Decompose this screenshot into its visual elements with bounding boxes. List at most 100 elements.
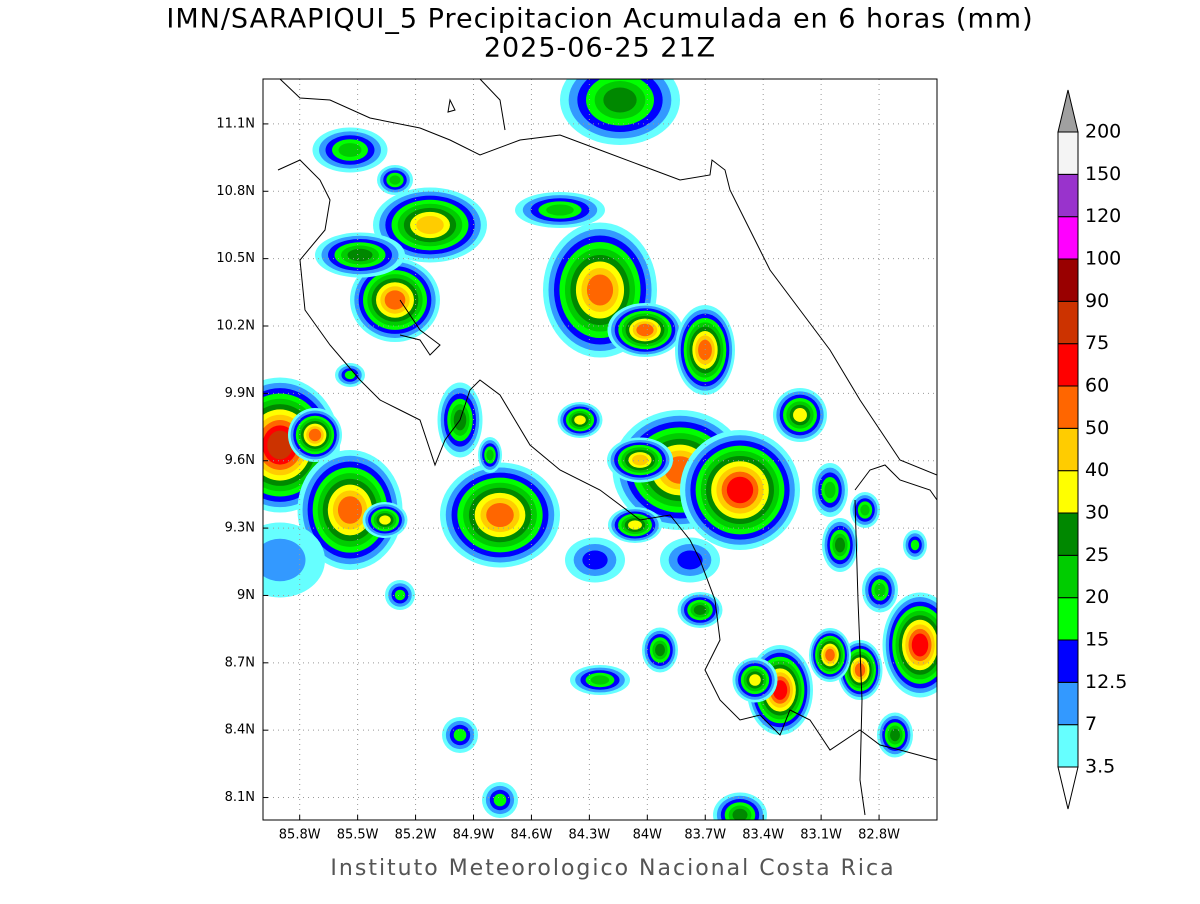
rain-contour <box>890 728 900 742</box>
y-tick-label: 9.3N <box>225 521 255 536</box>
colorbar-box <box>1057 385 1079 429</box>
colorbar-label: 20 <box>1085 586 1109 608</box>
colorbar-box <box>1057 427 1079 472</box>
precipitation-field <box>263 79 937 820</box>
colorbar: 3.5 7 12.5 15 20 25 30 40 50 60 75 90 100 120 150 200 <box>1057 89 1127 810</box>
x-tick-label: 85.2W <box>395 828 437 843</box>
rain-contour <box>632 454 648 466</box>
rain-contour <box>486 449 494 461</box>
rain-contour <box>726 476 754 504</box>
rain-contour <box>394 589 406 601</box>
island <box>447 98 456 113</box>
rain-contour <box>337 496 363 524</box>
colorbar-box <box>1057 300 1079 345</box>
rain-contour <box>453 728 467 742</box>
colorbar-label: 25 <box>1085 544 1109 566</box>
rain-contour <box>338 143 362 157</box>
x-tick-label: 84.3W <box>568 828 610 843</box>
pacific-coast <box>277 159 937 761</box>
colorbar-box <box>1057 470 1079 514</box>
y-tick-label: 8.1N <box>225 790 255 805</box>
y-tick-label: 11.1N <box>216 116 255 131</box>
y-tick-label: 9N <box>237 588 255 603</box>
rain-contour <box>384 290 406 310</box>
rain-contour <box>835 537 845 553</box>
y-tick-label: 10.5N <box>216 251 255 266</box>
over-triangle <box>1057 89 1079 133</box>
rain-contour <box>586 274 614 306</box>
colorbar-box <box>1057 681 1079 726</box>
x-tick-label: 84W <box>633 828 663 843</box>
rain-contour <box>308 428 322 442</box>
colorbar-box <box>1057 173 1079 218</box>
rain-contour <box>793 408 807 422</box>
rain-contour <box>347 248 373 262</box>
lake-shore <box>479 79 506 131</box>
y-tick-label: 9.9N <box>225 386 255 401</box>
colorbar-box <box>1057 724 1079 768</box>
colorbar-label: 90 <box>1085 290 1109 312</box>
x-tick-label: 84.6W <box>511 828 553 843</box>
y-tick-label: 8.4N <box>225 723 255 738</box>
x-tick-label: 83.4W <box>742 828 784 843</box>
colorbar-box <box>1057 131 1079 175</box>
rain-contour <box>263 538 306 582</box>
x-tick-label: 82.8W <box>858 828 900 843</box>
rain-contour <box>732 808 748 820</box>
colorbar-label: 200 <box>1085 121 1121 143</box>
rain-contour <box>860 504 870 516</box>
rain-contour <box>267 430 293 460</box>
rain-contour <box>603 87 637 113</box>
rain-contour <box>693 605 707 615</box>
rain-contour <box>590 675 610 685</box>
colorbar-box <box>1057 343 1079 387</box>
colorbar-box <box>1057 258 1079 302</box>
rain-contour <box>910 539 920 551</box>
rain-contour <box>389 175 401 185</box>
colorbar-label: 7 <box>1085 713 1097 735</box>
coastlines <box>277 79 937 816</box>
colorbar-label: 40 <box>1085 459 1109 481</box>
colorbar-label: 150 <box>1085 163 1121 185</box>
y-tick-label: 9.6N <box>225 453 255 468</box>
colorbar-box <box>1057 597 1079 641</box>
colorbar-box <box>1057 554 1079 599</box>
rain-contour <box>824 481 836 499</box>
colorbar-box <box>1057 216 1079 260</box>
colorbar-label: 50 <box>1085 417 1109 439</box>
y-tick-label: 10.8N <box>216 184 255 199</box>
rain-contour <box>416 215 444 235</box>
rain-contour <box>825 648 835 662</box>
rain-contour <box>574 415 586 425</box>
colorbar-box <box>1057 512 1079 556</box>
colorbar-box <box>1057 639 1079 683</box>
subtitle: 2025-06-25 21Z <box>484 33 716 64</box>
y-tick-label: 10.2N <box>216 319 255 334</box>
rain-contour <box>874 583 886 597</box>
title: IMN/SARAPIQUI_5 Precipitacion Acumulada … <box>166 4 1033 35</box>
gulf-coast <box>399 299 441 356</box>
colorbar-label: 15 <box>1085 629 1109 651</box>
x-tick-label: 83.1W <box>800 828 842 843</box>
colorbar-label: 75 <box>1085 332 1109 354</box>
colorbar-label: 12.5 <box>1085 671 1127 693</box>
rain-contour <box>636 323 654 337</box>
y-tick-label: 8.7N <box>225 655 255 670</box>
map-frame <box>262 78 938 821</box>
rain-contour <box>493 793 507 807</box>
rain-contour <box>911 633 929 657</box>
rain-contour <box>677 550 703 570</box>
x-tick-label: 85.5W <box>337 828 379 843</box>
rain-contour <box>582 550 608 570</box>
colorbar-label: 120 <box>1085 205 1121 227</box>
colorbar-label: 60 <box>1085 375 1109 397</box>
under-triangle <box>1057 766 1079 810</box>
grid <box>263 79 937 820</box>
colorbar-label: 100 <box>1085 248 1121 270</box>
rain-contour <box>628 520 642 530</box>
panama-border <box>854 464 937 501</box>
rain-contour <box>854 663 866 677</box>
x-tick-label: 84.9W <box>453 828 495 843</box>
